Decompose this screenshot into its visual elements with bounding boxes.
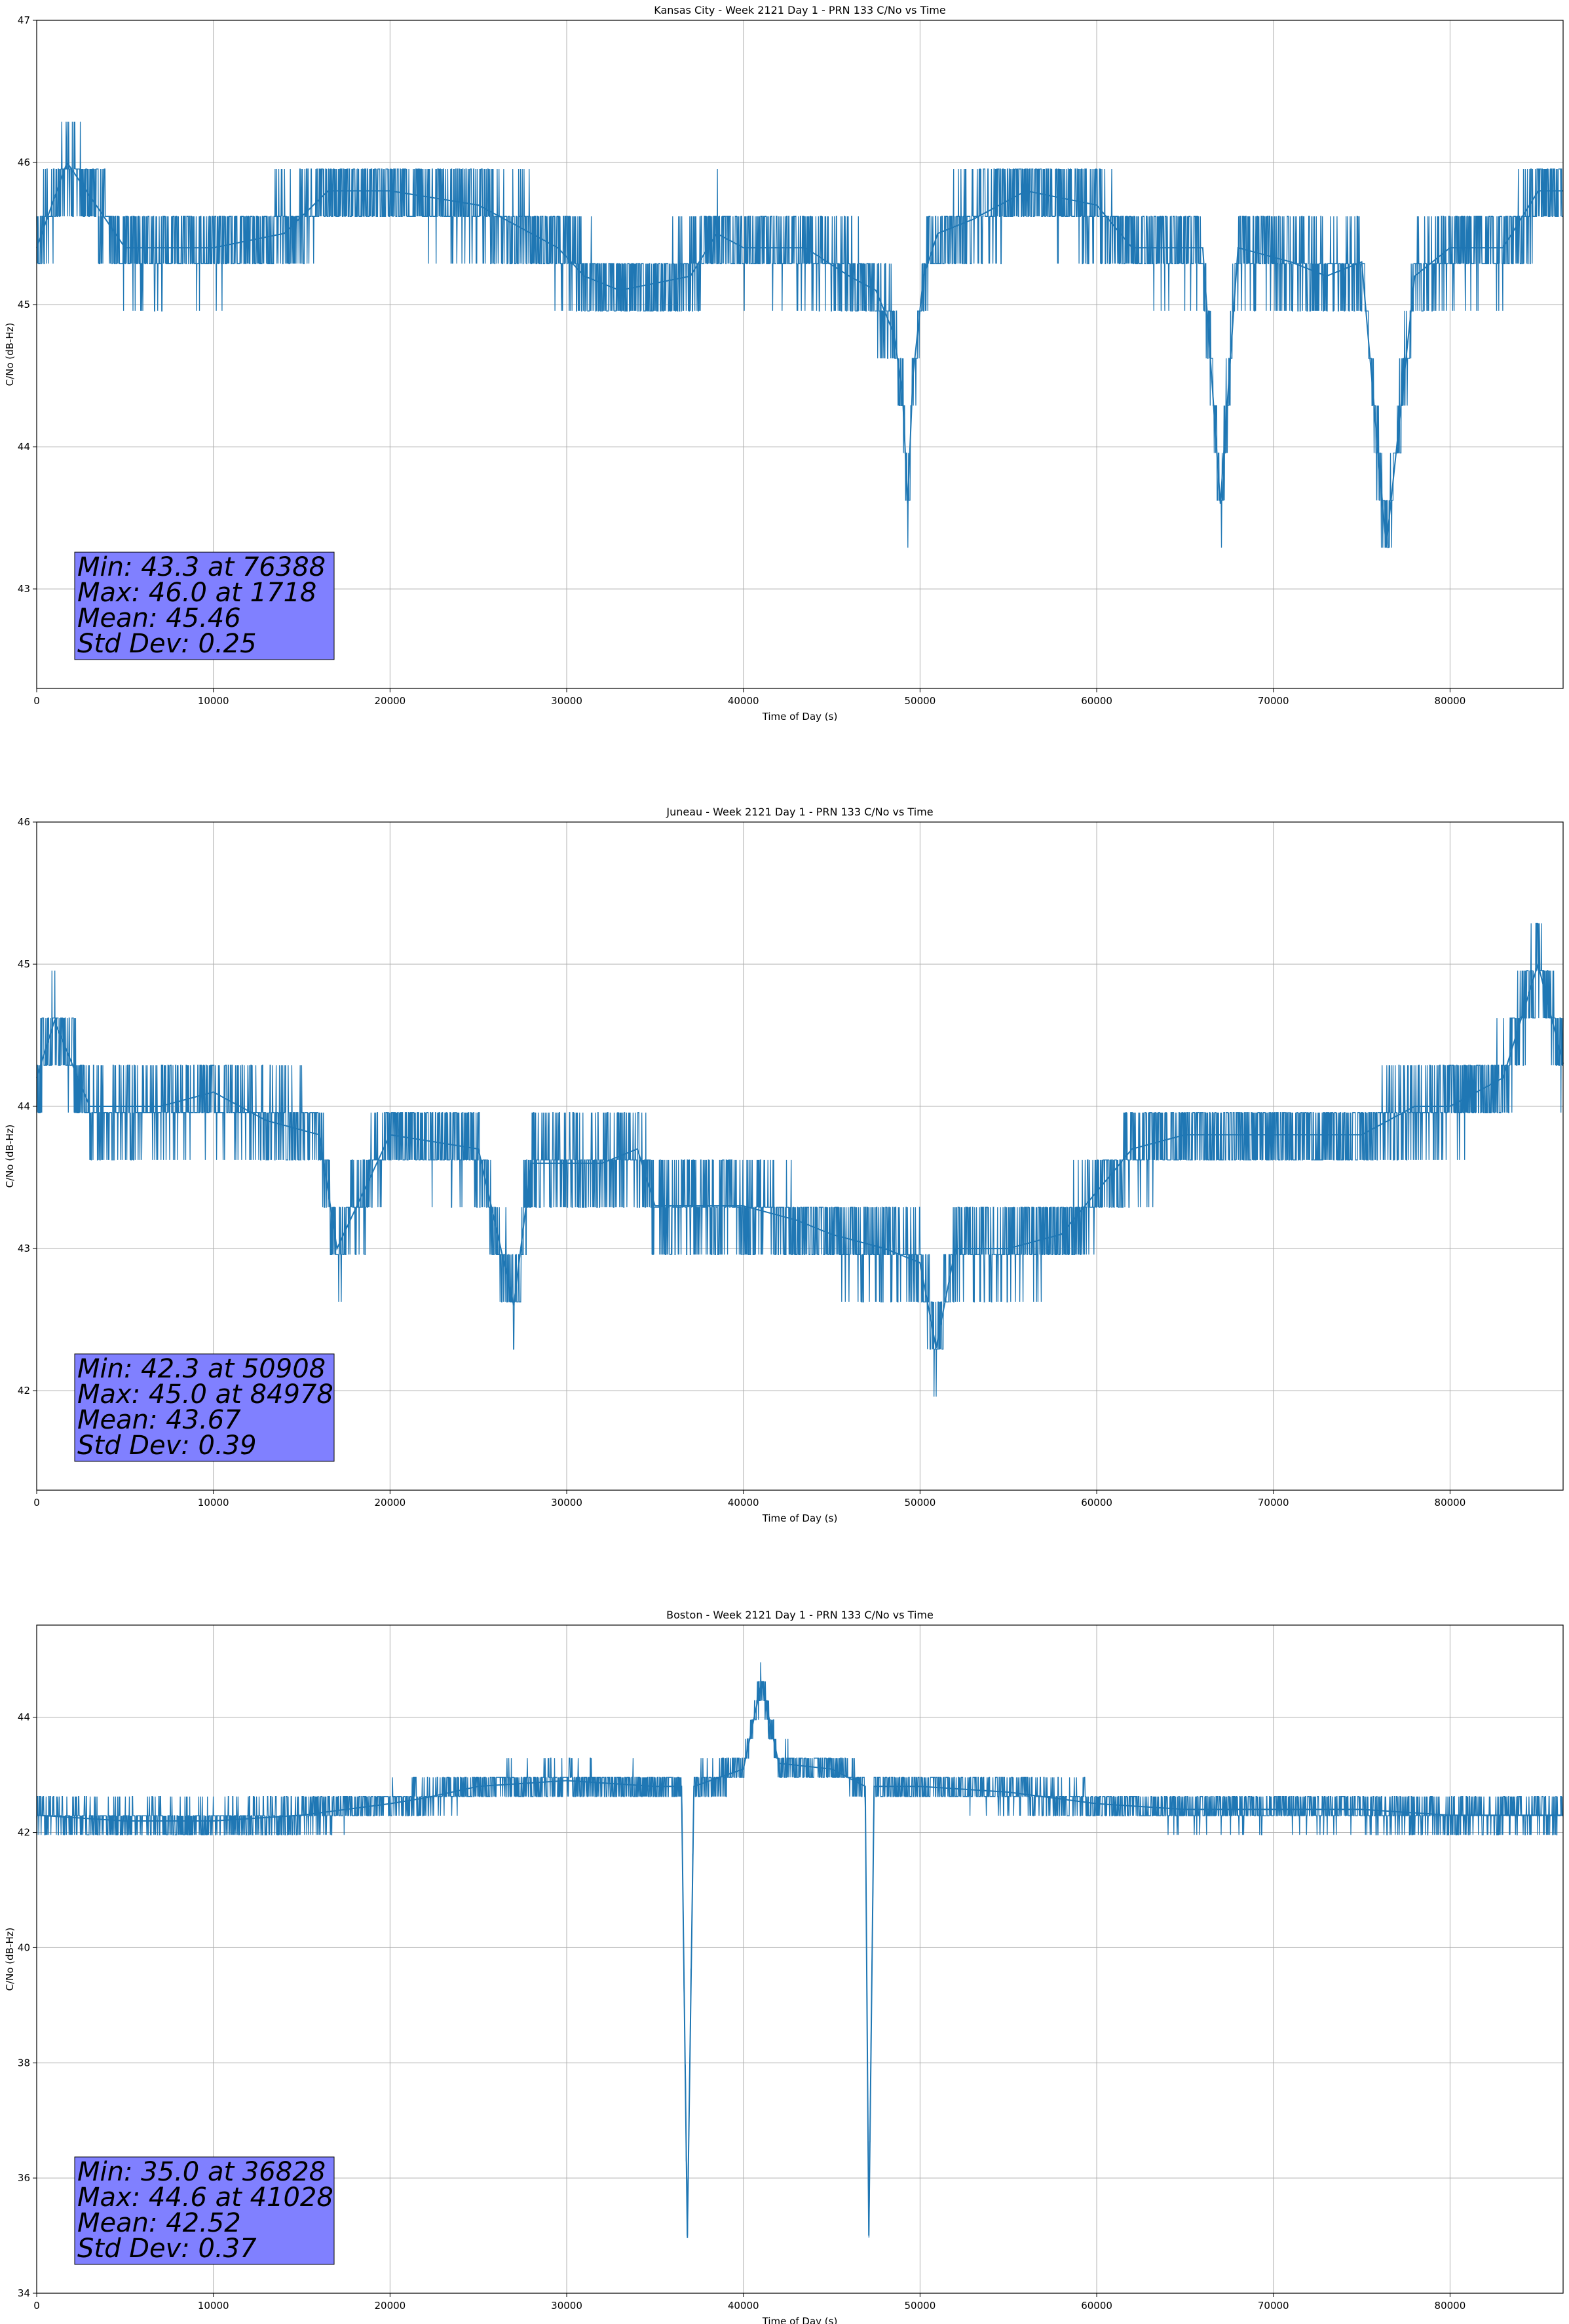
y-tick-label: 42 — [18, 1827, 30, 1839]
x-tick-label: 20000 — [374, 695, 406, 707]
series-line — [36, 1662, 1563, 2238]
x-tick-label: 30000 — [551, 2300, 582, 2312]
x-tick-label: 40000 — [728, 2300, 759, 2312]
x-tick-label: 40000 — [728, 695, 759, 707]
series-line — [36, 922, 1564, 1397]
stats-box — [74, 2156, 335, 2265]
series-line-points — [36, 962, 1564, 1349]
stats-line: Std Dev: 0.39 — [77, 1431, 257, 1461]
x-tick-label: 50000 — [905, 1497, 936, 1509]
stats-line: Mean: 42.52 — [77, 2208, 241, 2238]
stats-line: Min: 35.0 at 36828 — [77, 2157, 326, 2187]
x-tick-label: 50000 — [905, 695, 936, 707]
y-tick-label: 45 — [18, 958, 30, 970]
x-tick-label: 60000 — [1081, 1497, 1112, 1509]
chart-2: 0 10000 20000 30000 40000 50000 60000 70000 8000… — [4, 806, 1564, 1524]
stats-box — [74, 1353, 335, 1462]
x-axis-label: Time of Day (s) — [762, 2315, 838, 2324]
x-tick-label: 60000 — [1081, 695, 1112, 707]
y-tick-label: 42 — [18, 1385, 30, 1396]
stats-line: Max: 44.6 at 41028 — [77, 2183, 333, 2213]
stats-line: Max: 45.0 at 84978 — [77, 1379, 333, 1410]
x-tick-label: 10000 — [198, 1497, 229, 1509]
y-tick-label: 38 — [18, 2057, 30, 2069]
x-axis-label: Time of Day (s) — [762, 1512, 838, 1524]
stats-line: Mean: 43.67 — [77, 1405, 241, 1435]
stats-line: Min: 42.3 at 50908 — [77, 1354, 326, 1384]
y-axis-label: C/No (dB-Hz) — [4, 323, 16, 386]
x-tick-label: 10000 — [198, 2300, 229, 2312]
stats-line: Mean: 45.46 — [77, 603, 241, 633]
stats-line: Max: 46.0 at 1718 — [77, 578, 316, 608]
x-tick-label: 30000 — [551, 695, 582, 707]
chart-title: Juneau - Week 2121 Day 1 - PRN 133 C/No … — [666, 806, 933, 818]
y-axis-label: C/No (dB-Hz) — [4, 1928, 16, 1991]
series-line-points — [36, 1682, 1563, 2236]
plot-frame — [36, 20, 1564, 689]
y-tick-label: 43 — [18, 583, 30, 595]
y-tick-label: 43 — [18, 1243, 30, 1254]
x-tick-label: 20000 — [374, 1497, 406, 1509]
y-tick-label: 46 — [18, 816, 30, 828]
y-tick-label: 40 — [18, 1941, 30, 1953]
x-tick-label: 50000 — [905, 2300, 936, 2312]
x-tick-label: 40000 — [728, 1497, 759, 1509]
stats-line: Std Dev: 0.25 — [77, 629, 257, 659]
x-tick-label: 70000 — [1258, 695, 1289, 707]
chart-title: Kansas City - Week 2121 Day 1 - PRN 133 … — [654, 4, 945, 16]
x-tick-label: 20000 — [374, 2300, 406, 2312]
x-tick-label: 70000 — [1258, 1497, 1289, 1509]
stats-line: Std Dev: 0.37 — [77, 2234, 257, 2264]
y-tick-label: 44 — [18, 1712, 30, 1723]
y-tick-label: 34 — [18, 2287, 30, 2299]
x-tick-label: 80000 — [1435, 1497, 1466, 1509]
x-tick-label: 0 — [33, 2300, 40, 2312]
x-tick-label: 0 — [33, 695, 40, 707]
stats-box — [74, 552, 335, 660]
chart-title: Boston - Week 2121 Day 1 - PRN 133 C/No … — [666, 1609, 934, 1621]
series-line — [36, 121, 1563, 548]
y-tick-label: 44 — [18, 441, 30, 453]
stats-line: Min: 43.3 at 76388 — [77, 552, 326, 582]
chart-1: 0 10000 20000 30000 40000 50000 60000 70000 8000… — [4, 4, 1564, 722]
chart-3: 0 10000 20000 30000 40000 50000 60000 70000 8000… — [4, 1609, 1564, 2324]
x-tick-label: 10000 — [198, 695, 229, 707]
x-tick-label: 0 — [33, 1497, 40, 1509]
plot-frame — [36, 1624, 1564, 2294]
x-tick-label: 80000 — [1435, 2300, 1466, 2312]
plot-frame — [36, 821, 1564, 1491]
y-axis-label: C/No (dB-Hz) — [4, 1125, 16, 1188]
y-tick-label: 36 — [18, 2172, 30, 2184]
y-tick-label: 45 — [18, 299, 30, 310]
x-tick-label: 70000 — [1258, 2300, 1289, 2312]
x-tick-label: 60000 — [1081, 2300, 1112, 2312]
x-tick-label: 30000 — [551, 1497, 582, 1509]
x-axis-label: Time of Day (s) — [762, 711, 838, 722]
x-tick-label: 80000 — [1435, 695, 1466, 707]
y-tick-label: 46 — [18, 157, 30, 168]
y-tick-label: 47 — [18, 14, 30, 26]
y-tick-label: 44 — [18, 1100, 30, 1112]
